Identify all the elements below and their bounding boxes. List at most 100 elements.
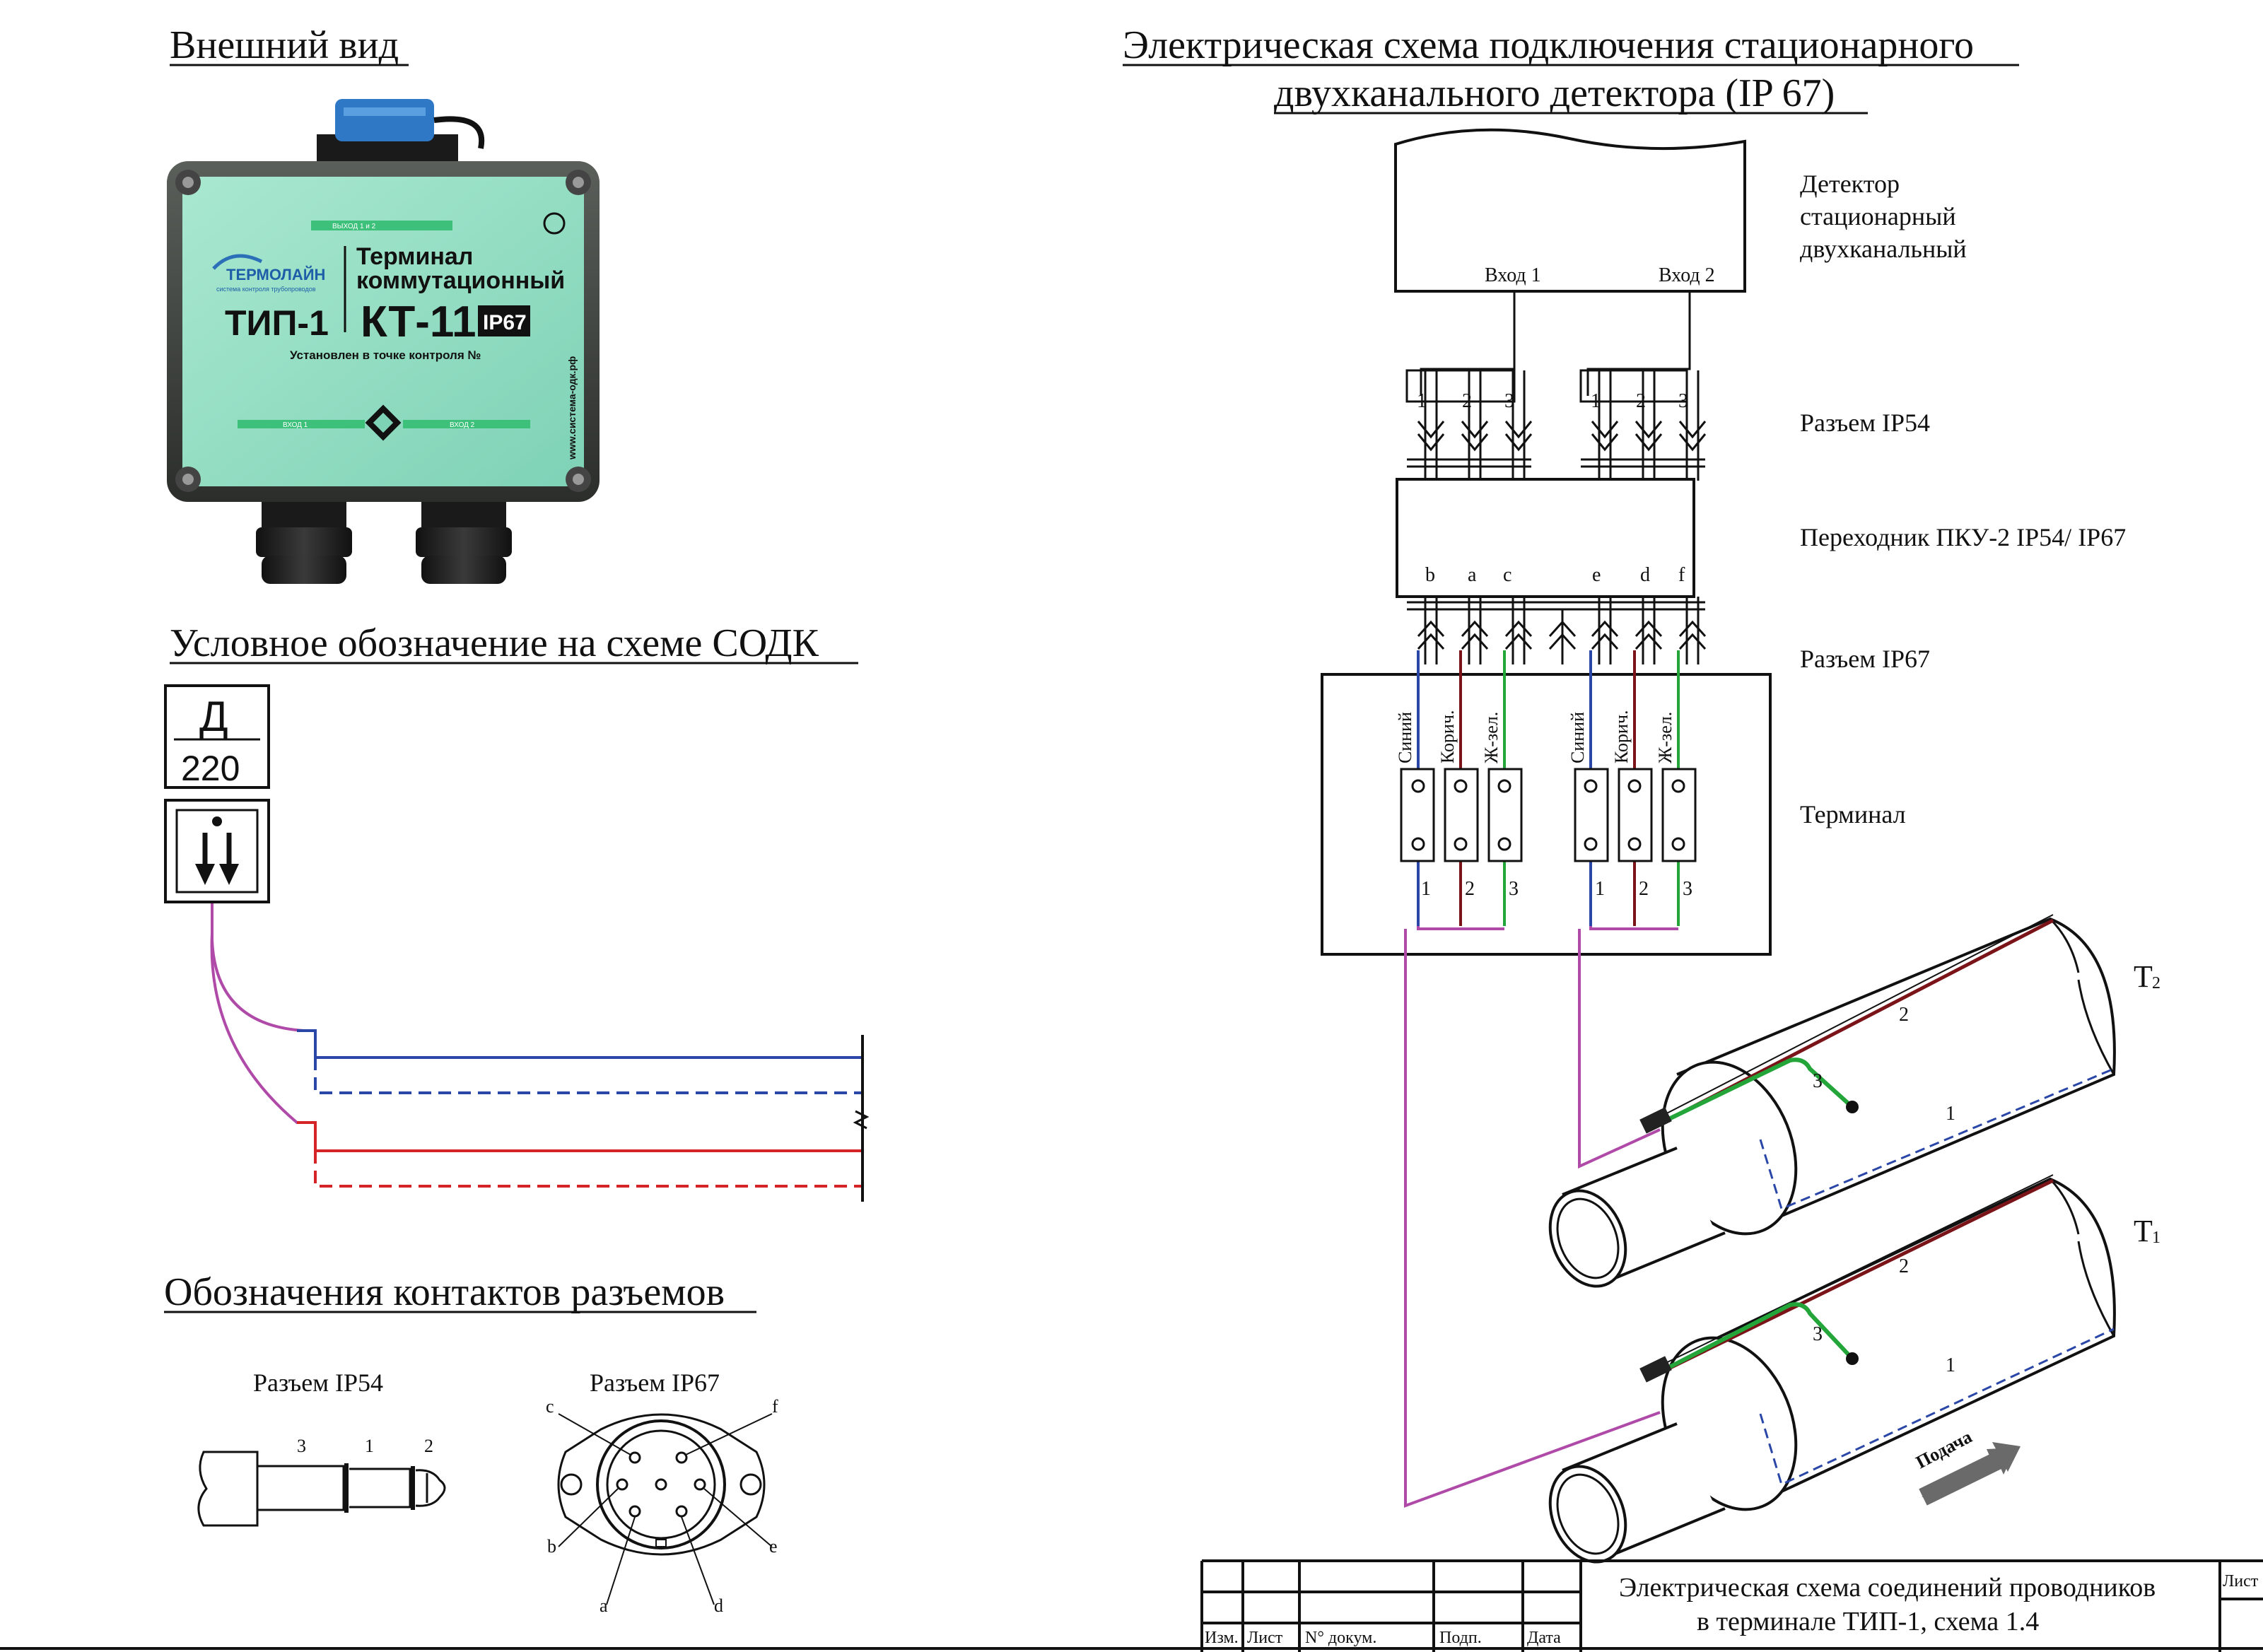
appearance-section: Внешний вид ВЫХОД 1 и 2 ВХОД 1 [167, 23, 600, 584]
brand-logo-icon [212, 254, 263, 270]
ip54-pin-label: 1 [1417, 390, 1427, 412]
symbol-number: 220 [181, 749, 240, 788]
stamp-header-sheet: Лист [1247, 1629, 1283, 1647]
wire-label: Ж-зел. [1655, 712, 1676, 763]
ip54-pin-2: 2 [424, 1436, 433, 1456]
contacts-title: Обозначения контактов разъемов [164, 1270, 725, 1314]
certification-icon [543, 212, 566, 235]
stamp-title-line2: в терминале ТИП-1, схема 1.4 [1697, 1607, 2039, 1636]
ip54-pin-label: 2 [1636, 390, 1646, 412]
pipe-t1-wire-1: 1 [1946, 1354, 1955, 1376]
wire-label: Синий [1395, 712, 1415, 763]
detector-box: Вход 1 Вход 2 [1394, 128, 1746, 293]
ip67-pin-f: f [772, 1396, 778, 1417]
adapter-letter: d [1640, 564, 1650, 586]
pipe-t2-sub: 2 [2152, 974, 2160, 992]
ip54-title: Разъем IP54 [253, 1369, 383, 1397]
device-installed-text: Установлен в точке контроля № [290, 348, 481, 362]
ip67-pin-b: b [547, 1536, 556, 1557]
adapter-letter: c [1503, 564, 1511, 586]
symbol-section: Условное обозначение на схеме СОДК Д 220 [164, 621, 870, 1202]
adapter-letter: f [1678, 564, 1685, 586]
flow-arrow-icon [1919, 1442, 2021, 1506]
terminal-label: Терминал [1800, 800, 1906, 828]
cable-gland-icon [256, 502, 512, 584]
detector-input1: Вход 1 [1485, 264, 1541, 286]
pipe-t1-wire-2: 2 [1899, 1255, 1909, 1277]
ip67-pin-e: e [769, 1536, 778, 1557]
wire-label: Синий [1567, 712, 1588, 763]
device-brand-sub: система контроля трубопроводов [216, 286, 316, 293]
wiring-section: Электрическая схема подключения стациона… [1123, 23, 2160, 1564]
ip67-connector-diagram: Разъем IP67 c f b [546, 1369, 778, 1616]
pipe-t2-wire-2: 2 [1899, 1004, 1909, 1026]
ip54-pin-label: 1 [1591, 390, 1601, 412]
terminal-number: 3 [1509, 878, 1519, 900]
contacts-section: Обозначения контактов разъемов Разъем IP… [164, 1270, 778, 1616]
device-rating: IP67 [483, 311, 527, 334]
wiring-title-line1: Электрическая схема подключения стациона… [1123, 23, 1974, 67]
wire-label: Корич. [1437, 710, 1458, 763]
adapter-letter: a [1468, 564, 1477, 586]
adapter-label: Переходник ПКУ-2 IP54/ IP67 [1800, 523, 2126, 551]
terminal-number: 2 [1639, 878, 1649, 900]
ip67-pin-c: c [546, 1396, 554, 1417]
device-bottom-left-label: ВХОД 1 [283, 421, 308, 429]
ip67-pin-d: d [714, 1595, 723, 1616]
detector-label-line1: Детектор [1800, 170, 1900, 198]
terminal-number: 1 [1595, 878, 1605, 900]
ip54-pin-label: 2 [1462, 390, 1472, 412]
stamp-title-line1: Электрическая схема соединений проводник… [1619, 1573, 2156, 1603]
pipe-t1: 2 3 1 T 1 [1548, 1174, 2160, 1564]
ip67-pin-a: a [600, 1595, 608, 1616]
ip54-jack-diagram: Разъем IP54 3 1 2 [197, 1369, 446, 1527]
pipe-t2-wire-3: 3 [1813, 1070, 1823, 1092]
device-title-line2: коммутационный [356, 267, 565, 294]
detector-label-line2: стационарный [1800, 202, 1956, 230]
ip54-pin-label: 3 [1504, 390, 1514, 412]
adapter-letter: e [1592, 564, 1601, 586]
stamp-header-change: Изм. [1205, 1629, 1239, 1647]
ip67-title: Разъем IP67 [590, 1369, 720, 1397]
terminal-box: Синий Корич. Ж-зел. Синий Корич. Ж-зел. … [1321, 650, 1772, 956]
ip67-connector-group [1407, 597, 1707, 664]
terminal-number: 2 [1465, 878, 1475, 900]
symbol-title: Условное обозначение на схеме СОДК [170, 621, 819, 665]
device-top-label: ВЫХОД 1 и 2 [332, 223, 376, 230]
title-block [0, 1559, 2263, 1652]
detector-input2: Вход 2 [1659, 264, 1715, 286]
device-side-text: www.система-одк.рф [566, 356, 578, 460]
adapter-letter: b [1425, 564, 1435, 586]
screw-icon [175, 170, 591, 492]
pipe-t2-label: T [2134, 959, 2153, 994]
ip54-connector-group [1405, 369, 1707, 481]
ip54-connector-label: Разъем IP54 [1800, 409, 1930, 437]
pipe-t1-wire-3: 3 [1813, 1323, 1823, 1345]
ip67-connector-label: Разъем IP67 [1800, 645, 1930, 673]
device-bottom-right-label: ВХОД 2 [450, 421, 475, 429]
stamp-header-date: Дата [1527, 1629, 1561, 1647]
adapter-box: b a c e d f [1396, 478, 1695, 598]
terminal-block-icon [1400, 768, 1697, 862]
device-type: ТИП-1 [225, 303, 329, 343]
stamp-sheet: Лист [2223, 1572, 2259, 1591]
wire-label: Ж-зел. [1481, 712, 1502, 763]
ip54-pin-label: 3 [1678, 390, 1688, 412]
wiring-title-line2: двухканального детектора (IP 67) [1274, 71, 1835, 115]
pipe-t2: 2 3 1 T 2 [1548, 914, 2160, 1288]
flow-label: Подача [1912, 1427, 1975, 1473]
device-photo: ВЫХОД 1 и 2 ВХОД 1 ВХОД 2 ТЕРМОЛАЙН сист… [167, 99, 600, 584]
stamp-header-signature: Подп. [1439, 1629, 1482, 1647]
ip54-pin-1: 1 [365, 1436, 374, 1456]
pipe-t1-sub: 1 [2152, 1229, 2160, 1247]
wire-label: Корич. [1611, 710, 1632, 763]
detector-label-line3: двухканальный [1800, 235, 1967, 263]
terminal-number: 3 [1683, 878, 1692, 900]
stamp-header-doc: N° докум. [1305, 1629, 1376, 1647]
device-model: КТ-11 [361, 298, 476, 346]
symbol-letter: Д [199, 693, 228, 740]
device-brand: ТЕРМОЛАЙН [226, 266, 325, 283]
pipe-t2-wire-1: 1 [1946, 1103, 1955, 1125]
terminal-number: 1 [1421, 878, 1431, 900]
